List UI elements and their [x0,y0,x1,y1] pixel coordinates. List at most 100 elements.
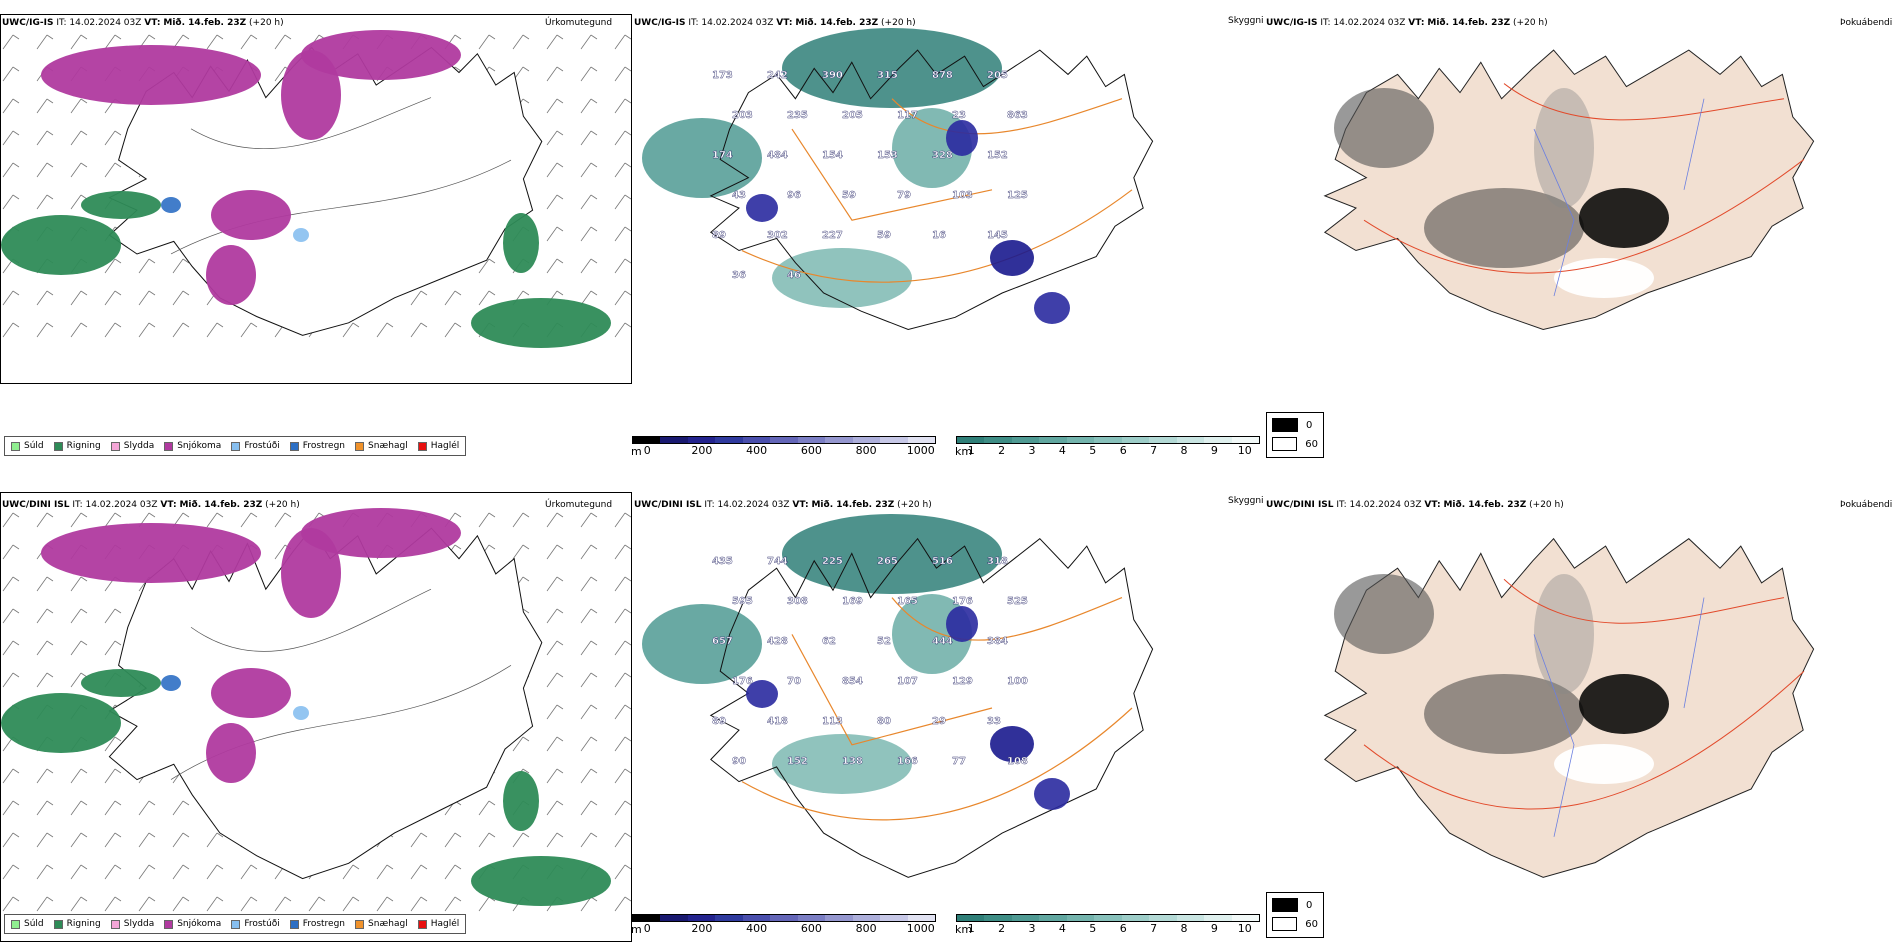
visibility-number: 107 [897,676,918,687]
visibility-number: 113 [822,716,843,727]
visibility-number: 100 [1007,676,1028,687]
legend-item-3: Slydda [110,919,155,929]
colorbar-tick-label: 6 [1119,922,1127,935]
snow-area [41,523,261,583]
visibility-number: 390 [822,70,843,81]
colorbar-cell [1231,915,1259,921]
legend-label: Slydda [123,919,155,929]
colorbar-tick-label: 3 [1028,444,1036,457]
visibility-labels: 173 242 390 315 878 205 203 235 205 117 23 863 174 48… [712,70,1028,281]
terrain-blob [990,726,1034,762]
precip-panel-2: UWC/DINI ISL IT: 14.02.2024 03Z VT: Mið.… [0,492,632,942]
legend-swatch [110,919,120,929]
it-value: 14.02.2024 03Z [701,18,774,28]
visibility-number: 96 [787,190,801,201]
cloud-area [1334,88,1434,168]
lead-time: (+20 h) [897,500,932,510]
colorbar-ticks: 1 2 3 4 5 6 7 8 9 10 [956,444,1260,457]
visibility-number: 89 [712,230,726,241]
precip-map-2[interactable] [0,492,632,942]
lead-time: (+20 h) [1529,500,1564,510]
colorbar-tick-label: 6 [1119,444,1127,457]
legend-swatch [53,919,63,929]
visibility-number: 428 [767,636,788,647]
terrain-blobs [746,120,1070,324]
legend-label: Snæhagl [368,919,408,929]
cloud-map-svg [1323,537,1815,878]
colorbar-cell [880,437,908,443]
visibility-number: 242 [767,70,788,81]
fog-area [772,248,912,308]
colorbar-cells [956,436,1260,444]
colorbar-cell [1094,437,1122,443]
rain-area [1,215,121,275]
precip-map-1[interactable] [0,14,632,384]
snow-area [206,723,256,783]
cloud-legend-1: 0 60 [1266,412,1324,458]
visibility-number: 16 [932,230,946,241]
colorbar-cell [1011,915,1040,921]
colorbar-cell [1039,915,1067,921]
it-value: 14.02.2024 03Z [717,500,790,510]
visibility-number: 302 [767,230,788,241]
legend-item-2: Rigning [53,919,101,929]
visibility-number: 174 [712,150,733,161]
visibility-number: 225 [822,556,843,567]
visibility-number: 318 [987,556,1008,567]
cloud-legend-label: 0 [1306,899,1313,911]
visibility-number: 152 [787,756,808,767]
colorbar-unit: km [955,923,973,936]
legend-swatch [110,441,120,451]
precip-title-2: Úrkomutegund [545,500,613,510]
precip-title-1: Úrkomutegund [545,18,613,28]
cloud-legend-swatch [1272,917,1298,931]
cloud-cover [1334,574,1669,784]
snow-area [301,30,461,80]
colorbar-cell [957,915,985,921]
colorbar-cell [825,437,853,443]
vis-title-2: Skyggni [1228,496,1264,506]
colorbar-tick-label: 7 [1150,444,1158,457]
river-lines [1533,597,1705,837]
snow-area [206,245,256,305]
frost-area [161,675,181,691]
precip-header-2: UWC/DINI ISL IT: 14.02.2024 03Z VT: Mið.… [2,500,300,510]
colorbar-tick-label: 200 [691,922,713,935]
visibility-number: 176 [732,676,753,687]
height-colorbar-1: 0 200 400 600 800 1000 m [631,436,936,458]
visibility-number: 117 [897,110,918,121]
snow-area [211,668,291,718]
colorbar-cell [907,437,935,443]
visibility-number: 62 [822,636,836,647]
precip-header-1: UWC/IG-IS IT: 14.02.2024 03Z VT: Mið. 14… [2,18,284,28]
model-name: UWC/DINI ISL [634,500,702,510]
frost-areas [161,675,309,720]
legend-label: Frostúði [244,441,280,451]
colorbar-cell [1149,437,1177,443]
vis-map-1[interactable]: 173 242 390 315 878 205 203 235 205 117 23 863 174 48… [632,28,1264,358]
visibility-number: 166 [897,756,918,767]
colorbar-cell [770,915,798,921]
colorbar-cell [984,915,1012,921]
cloud-legend-label: 0 [1306,419,1313,431]
colorbar-tick-label: 2 [998,444,1006,457]
visibility-number: 79 [897,190,911,201]
vt-label: VT: [1424,500,1441,510]
colorbar-tick-label: 9 [1210,922,1218,935]
visibility-number: 89 [712,716,726,727]
cloud-map-2[interactable] [1264,514,1900,914]
colorbar-cell [1176,915,1205,921]
visibility-number: 36 [732,270,746,281]
rain-area [1,693,121,753]
legend-item-5: Frostúði [231,441,280,451]
legend-label: Haglél [430,441,460,451]
colorbar-cell [633,915,661,921]
rain-areas [1,191,611,348]
visibility-number: 744 [767,556,788,567]
visibility-number: 315 [877,70,898,81]
cloud-map-1[interactable] [1264,28,1900,358]
colorbar-cell [1176,437,1205,443]
colorbar-tick-label: 400 [746,922,768,935]
visibility-number: 129 [952,676,973,687]
vis-map-2[interactable]: 435 744 225 265 516 318 595 308 169 165 176 525 657 4… [632,514,1264,914]
